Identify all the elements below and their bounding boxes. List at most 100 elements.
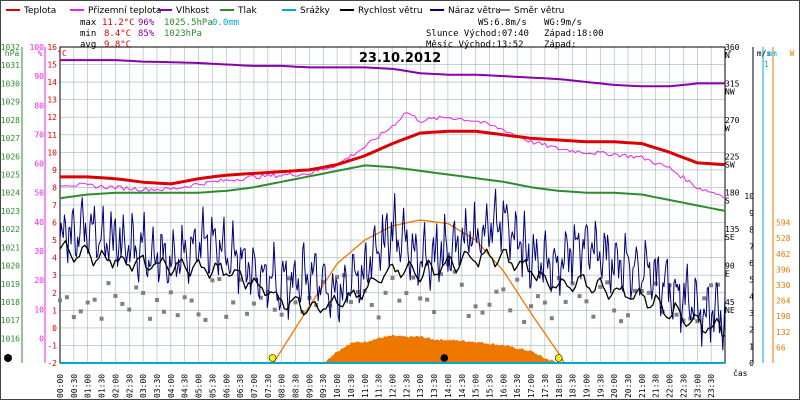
wind-dir-point: [619, 319, 624, 324]
stat-max-pressure: 1025.5hPa: [164, 18, 213, 28]
ms-tick: 9: [749, 209, 754, 218]
ms-tick: 0: [749, 359, 754, 368]
hpa-tick: 1017: [1, 316, 20, 325]
wind-dir-point: [591, 314, 596, 319]
wind-dir-point: [210, 278, 215, 283]
x-tick: 21:00: [638, 374, 647, 398]
wind-dir-point: [203, 318, 208, 323]
wind-dir-point: [376, 315, 381, 320]
humidity-line: [60, 59, 725, 88]
x-tick: 05:30: [208, 374, 217, 398]
x-tick: 14:00: [444, 374, 453, 398]
x-tick: 03:00: [139, 374, 148, 398]
deg-tick: 135: [725, 225, 740, 234]
right-axes: ° m/smm W360N315NW270W225SW180S135SE90E45N…: [725, 43, 795, 368]
deg-tick: 360: [725, 43, 740, 52]
temp-tick: 3: [52, 271, 57, 280]
x-tick: 06:00: [222, 374, 231, 398]
temp-tick: -1: [47, 341, 57, 350]
hpa-tick: 1019: [1, 280, 20, 289]
x-axis-label: čas: [733, 368, 748, 378]
w-tick: 462: [776, 250, 791, 259]
ms-tick: 8: [749, 226, 754, 235]
legend: Teplota Přízemní teplota Vlhkost Tlak Srážky…: [6, 6, 564, 16]
wind-dir-point: [258, 295, 263, 300]
hpa-tick: 1028: [1, 116, 20, 125]
deg-tick: E: [725, 270, 730, 279]
x-tick: 07:00: [250, 374, 259, 398]
x-tick: 13:30: [430, 374, 439, 398]
wind-dir-point: [425, 297, 430, 302]
wind-dir-point: [168, 290, 173, 295]
grid: [59, 46, 726, 364]
wind-dir-point: [577, 294, 582, 299]
deg-tick: 315: [725, 79, 740, 88]
legend-label: Rychlost větru: [358, 6, 423, 16]
wind-dir-point: [120, 301, 125, 306]
temp-tick: 12: [47, 113, 57, 122]
wind-dir-point: [335, 275, 340, 280]
stat-max-humidity: 96%: [138, 18, 155, 28]
wind-dir-point: [404, 291, 409, 296]
wind-dir-point: [175, 313, 180, 318]
hpa-tick: 1023: [1, 207, 20, 216]
wind-dir-point: [217, 277, 222, 282]
hpa-tick: 1024: [1, 189, 20, 198]
wind-dir-point: [355, 290, 360, 295]
ms-tick: 3: [749, 309, 754, 318]
legend-label: Tlak: [237, 6, 258, 16]
deg-tick: NE: [725, 306, 735, 315]
x-tick: 11:30: [375, 374, 384, 398]
wind-dir-point: [646, 290, 651, 295]
deg-tick: NW: [725, 87, 735, 96]
ms-tick: 4: [749, 292, 754, 301]
x-tick: 11:00: [361, 374, 370, 398]
temp-tick: 0: [52, 324, 57, 333]
stat-max-label: max: [80, 18, 97, 28]
wind-dir-point: [473, 304, 478, 309]
wind-dir-point: [542, 300, 547, 305]
temp-tick: 15: [47, 61, 57, 70]
x-tick: 00:00: [56, 374, 65, 398]
temperature-line: [60, 129, 726, 186]
x-tick: 17:30: [541, 374, 550, 398]
wind-dir-point: [265, 290, 270, 295]
x-tick: 01:00: [84, 374, 93, 398]
temp-tick: 7: [52, 201, 57, 210]
x-tick: 14:30: [458, 374, 467, 398]
x-tick: 23:30: [707, 374, 716, 398]
x-tick: 18:00: [555, 374, 564, 398]
wind-dir-point: [660, 309, 665, 314]
x-tick: 06:30: [236, 374, 245, 398]
ground-temp-line: [59, 112, 726, 199]
x-tick: 19:00: [582, 374, 591, 398]
deg-tick: 270: [725, 116, 740, 125]
wind-dir-point: [383, 290, 388, 295]
wind-dir-point: [328, 303, 333, 308]
legend-label: Směr větru: [514, 6, 564, 16]
temp-tick: 11: [47, 131, 57, 140]
pressure-line: [59, 164, 726, 212]
wind-dir-point: [563, 299, 568, 304]
stat-min-pressure: 1023hPa: [164, 29, 202, 39]
moonrise-marker: [440, 354, 449, 362]
legend-label: Srážky: [300, 6, 331, 16]
x-tick: 15:30: [485, 374, 494, 398]
stat-max-temp: 11.2°C: [102, 18, 135, 28]
wind-dir-point: [584, 299, 589, 304]
stat-min-label: min: [80, 29, 96, 39]
wind-dir-point: [71, 315, 76, 320]
pct-tick: 60: [34, 160, 44, 169]
hpa-tick: 1018: [1, 298, 20, 307]
hpa-tick: 1027: [1, 134, 20, 143]
wind-dir-point: [141, 290, 146, 295]
x-tick: 07:30: [264, 374, 273, 398]
deg-tick: 90: [725, 262, 735, 271]
moon-phase-marker: [4, 354, 12, 362]
wind-dir-point: [148, 316, 153, 321]
x-tick: 22:30: [679, 374, 688, 398]
ms-tick: 1: [749, 342, 754, 351]
x-tick: 08:00: [278, 374, 287, 398]
pct-tick: 20: [34, 276, 44, 285]
